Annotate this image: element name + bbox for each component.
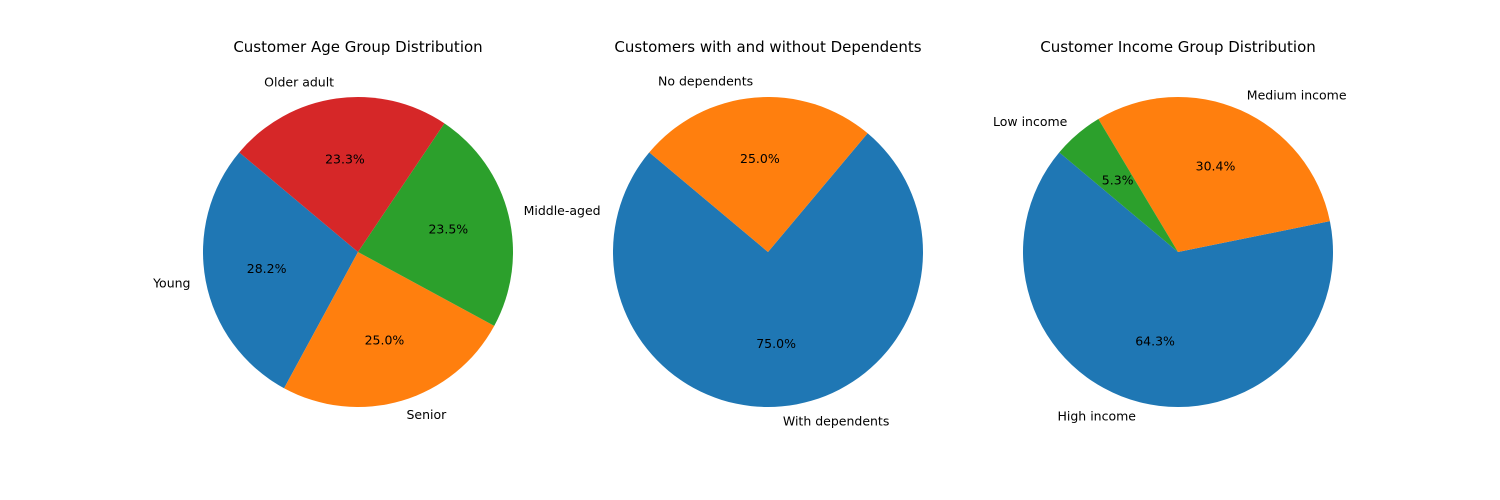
pie-slice [358, 123, 513, 326]
chart-title: Customer Income Group Distribution [1040, 38, 1316, 56]
slice-percent-label: 5.3% [1102, 173, 1134, 188]
pie-slice [1023, 152, 1333, 407]
pie-slices [1023, 97, 1333, 407]
pie-labels: High income 64.3% Medium income 30.4% Low in… [993, 87, 1347, 423]
pie-chart-income: Customer Income Group Distribution High … [993, 38, 1347, 424]
slice-percent-label: 28.2% [247, 261, 287, 276]
slice-label: Low income [993, 114, 1068, 129]
slice-label: Young [152, 275, 190, 290]
pie-labels: With dependents 75.0% No dependents 25.0% [658, 74, 889, 429]
chart-title: Customers with and without Dependents [614, 38, 921, 56]
slice-label: High income [1058, 409, 1137, 424]
slice-percent-label: 75.0% [756, 336, 796, 351]
pie-slice [613, 133, 923, 407]
slice-label: Older adult [264, 75, 334, 90]
pie-slice [284, 252, 495, 407]
slice-label: Medium income [1247, 87, 1347, 102]
pie-slice [202, 152, 358, 389]
slice-percent-label: 25.0% [365, 333, 405, 348]
pie-slice [1098, 97, 1330, 252]
pie-slice [239, 96, 445, 252]
pie-slice [1059, 119, 1178, 252]
pie-slice [649, 97, 868, 252]
pie-slices [202, 96, 513, 407]
slice-percent-label: 64.3% [1135, 334, 1175, 349]
chart-title: Customer Age Group Distribution [233, 38, 482, 56]
slice-percent-label: 23.5% [428, 221, 468, 236]
pie-labels: Young 28.2% Senior 25.0% Middle-aged 23.5% Old… [152, 75, 601, 422]
slice-percent-label: 30.4% [1196, 158, 1236, 173]
slice-label: No dependents [658, 74, 753, 89]
slice-label: Middle-aged [524, 203, 601, 218]
slice-label: With dependents [783, 413, 890, 428]
slice-label: Senior [406, 407, 447, 422]
slice-percent-label: 25.0% [740, 151, 780, 166]
pie-chart-dependents: Customers with and without Dependents Wi… [613, 38, 923, 428]
slice-percent-label: 23.3% [325, 151, 365, 166]
pie-chart-age: Customer Age Group Distribution Young 28.… [152, 38, 601, 422]
pie-slices [613, 97, 923, 407]
